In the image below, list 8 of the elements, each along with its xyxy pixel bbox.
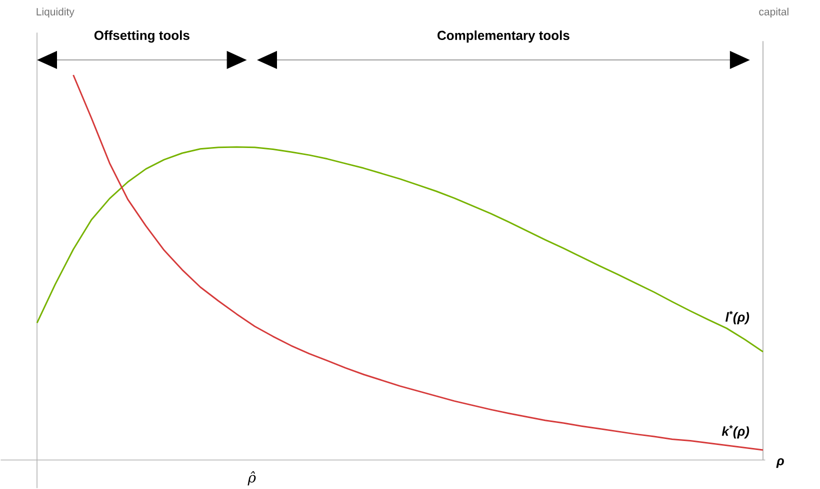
text: Liquidity <box>36 8 74 18</box>
series-label: k$^{*}$(ρ) <box>722 425 750 438</box>
text: Offsetting tools <box>94 30 190 43</box>
text: ρ̂ <box>248 471 256 486</box>
text: Complementary tools <box>438 30 570 43</box>
series-label: l$^{*}$(ρ) <box>726 310 750 324</box>
x-axis-title: ρ <box>776 458 784 468</box>
text: capital <box>759 8 788 18</box>
